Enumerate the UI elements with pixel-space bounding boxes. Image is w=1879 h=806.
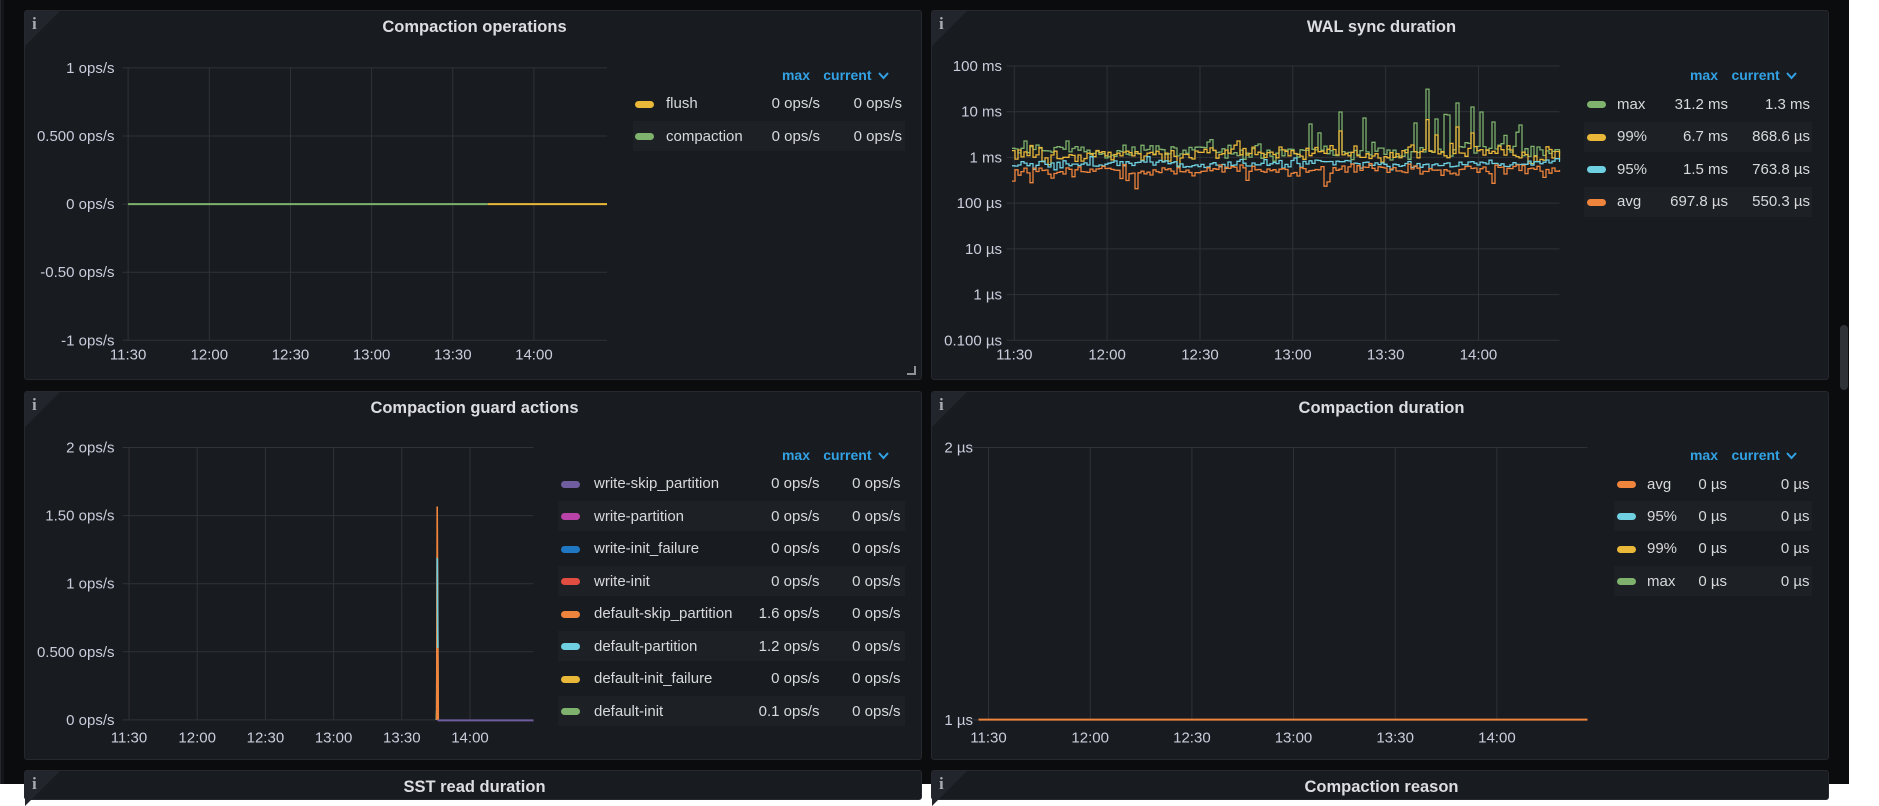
svg-text:12:00: 12:00 — [1088, 347, 1126, 364]
svg-text:13:30: 13:30 — [1367, 347, 1405, 364]
svg-text:1 ops/s: 1 ops/s — [66, 576, 114, 593]
svg-text:0.500 ops/s: 0.500 ops/s — [37, 644, 115, 661]
svg-text:0.500 ops/s: 0.500 ops/s — [37, 128, 115, 145]
svg-text:10 µs: 10 µs — [965, 241, 1002, 258]
svg-text:11:30: 11:30 — [970, 730, 1006, 747]
svg-text:2 ops/s: 2 ops/s — [66, 440, 114, 457]
svg-text:12:30: 12:30 — [272, 347, 310, 364]
svg-text:100 ms: 100 ms — [953, 58, 1002, 75]
svg-text:1 ms: 1 ms — [969, 149, 1002, 166]
svg-text:0 ops/s: 0 ops/s — [66, 196, 114, 213]
svg-text:1 µs: 1 µs — [944, 712, 973, 729]
svg-text:-1 ops/s: -1 ops/s — [61, 332, 114, 349]
svg-text:-0.50 ops/s: -0.50 ops/s — [40, 264, 114, 281]
svg-text:12:30: 12:30 — [247, 730, 285, 747]
svg-text:12:00: 12:00 — [178, 730, 216, 747]
svg-text:11:30: 11:30 — [110, 347, 146, 364]
svg-text:13:00: 13:00 — [315, 730, 353, 747]
svg-text:14:00: 14:00 — [1460, 347, 1498, 364]
svg-text:13:30: 13:30 — [1376, 730, 1414, 747]
svg-text:13:00: 13:00 — [353, 347, 391, 364]
svg-text:14:00: 14:00 — [451, 730, 489, 747]
svg-text:13:30: 13:30 — [383, 730, 421, 747]
svg-text:13:00: 13:00 — [1274, 347, 1312, 364]
svg-text:10 ms: 10 ms — [961, 104, 1002, 121]
svg-text:0 ops/s: 0 ops/s — [66, 712, 114, 729]
svg-text:12:30: 12:30 — [1173, 730, 1211, 747]
svg-text:1 ops/s: 1 ops/s — [66, 60, 114, 77]
svg-text:14:00: 14:00 — [1478, 730, 1516, 747]
svg-text:1.50 ops/s: 1.50 ops/s — [45, 508, 114, 525]
svg-text:14:00: 14:00 — [515, 347, 553, 364]
svg-text:2 µs: 2 µs — [944, 440, 973, 457]
svg-text:1 µs: 1 µs — [973, 287, 1002, 304]
svg-text:13:00: 13:00 — [1275, 730, 1313, 747]
svg-text:11:30: 11:30 — [996, 347, 1032, 364]
svg-text:100 µs: 100 µs — [957, 195, 1002, 212]
svg-text:12:00: 12:00 — [1071, 730, 1109, 747]
svg-text:12:00: 12:00 — [191, 347, 229, 364]
svg-text:0.100 µs: 0.100 µs — [944, 332, 1002, 349]
svg-text:11:30: 11:30 — [111, 730, 147, 747]
svg-text:12:30: 12:30 — [1181, 347, 1219, 364]
svg-text:13:30: 13:30 — [434, 347, 472, 364]
